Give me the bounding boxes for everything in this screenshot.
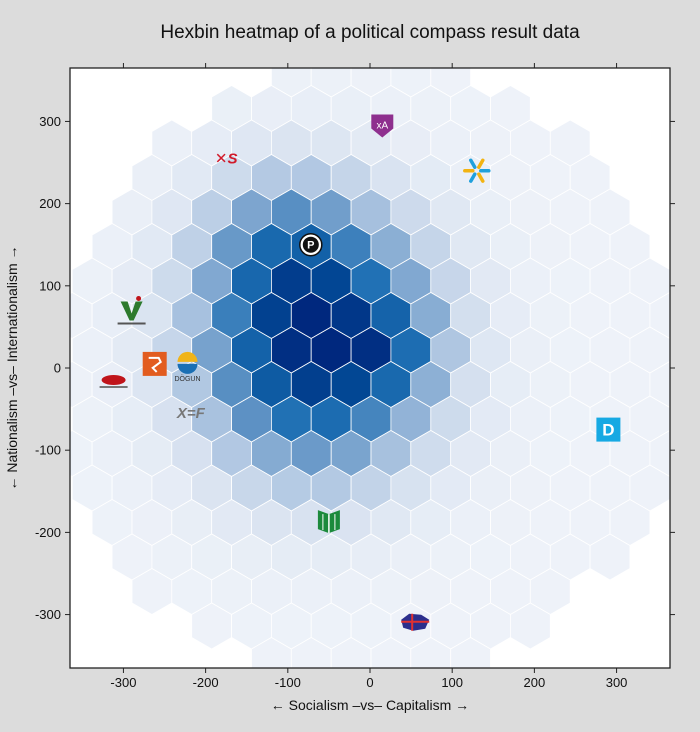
hex-cell bbox=[290, 637, 332, 668]
y-tick-label: -200 bbox=[35, 525, 61, 540]
x-tick-label: -200 bbox=[193, 675, 219, 690]
marker-label: D bbox=[602, 421, 614, 440]
y-axis-label: ← Nationalism –vs– Internationalism → bbox=[4, 245, 20, 490]
d-box-icon bbox=[596, 417, 621, 442]
y-tick-label: -100 bbox=[35, 443, 61, 458]
hex-cell bbox=[509, 602, 551, 650]
y-tick-label: 300 bbox=[39, 114, 61, 129]
party-marker-XS: ✕S bbox=[215, 150, 238, 167]
y-tick-label: 100 bbox=[39, 278, 61, 293]
underline-icon bbox=[117, 322, 146, 325]
marker-label: X=F bbox=[176, 405, 206, 422]
hex-cell bbox=[251, 637, 292, 668]
x-tick-label: 0 bbox=[366, 675, 373, 690]
red-logo-icon bbox=[101, 375, 126, 385]
y-tick-label: -300 bbox=[35, 607, 61, 622]
hex-cell bbox=[450, 637, 491, 668]
star-ray bbox=[477, 172, 485, 183]
logo-mark-icon bbox=[148, 356, 162, 373]
y-tick-label: 200 bbox=[39, 196, 61, 211]
party-marker-red bbox=[99, 375, 128, 388]
wave-icon bbox=[177, 363, 198, 374]
y-tick-label: 0 bbox=[54, 361, 61, 376]
x-tick-label: 200 bbox=[524, 675, 546, 690]
v-icon bbox=[120, 301, 143, 321]
party-marker-orange bbox=[142, 351, 167, 376]
marker-label: xA bbox=[376, 121, 388, 132]
marker-label: P bbox=[307, 240, 314, 252]
x-tick-label: -300 bbox=[110, 675, 136, 690]
hex-cell bbox=[330, 637, 372, 668]
party-marker-P: P bbox=[299, 232, 323, 257]
pirate-icon-inner bbox=[302, 236, 319, 253]
flag-cross-icon bbox=[401, 613, 430, 631]
party-marker-dogun: DÖGUN bbox=[174, 351, 201, 383]
party-marker-D: D bbox=[596, 417, 621, 442]
party-markers: xA ✕S P DÖGUN X=F D bbox=[99, 114, 621, 631]
sun-icon bbox=[177, 351, 198, 362]
party-marker-XF: X=F bbox=[176, 405, 206, 422]
x-tick-label: 100 bbox=[441, 675, 463, 690]
party-marker-V bbox=[117, 296, 146, 325]
star-ray bbox=[469, 172, 477, 183]
party-marker-xA: xA bbox=[371, 114, 394, 138]
axes: -300 -200 -100 0 100 200 300 -300 -200 -100 0 100 20… bbox=[35, 63, 675, 690]
hex-cell bbox=[410, 637, 452, 668]
marker-label: DÖGUN bbox=[174, 375, 200, 383]
hex-cell bbox=[370, 637, 412, 668]
star-ray bbox=[469, 158, 477, 169]
x-tick-label: 300 bbox=[606, 675, 628, 690]
x-axis-label: ← Socialism –vs– Capitalism → bbox=[271, 697, 469, 713]
x-tick-label: -100 bbox=[275, 675, 301, 690]
marker-label: ✕S bbox=[215, 150, 238, 167]
star-ray bbox=[477, 158, 485, 169]
chart-title: Hexbin heatmap of a political compass re… bbox=[160, 22, 580, 43]
party-marker-book bbox=[317, 510, 340, 534]
party-marker-iceland bbox=[401, 613, 430, 631]
hex-cell bbox=[589, 533, 631, 581]
shield-icon bbox=[371, 114, 394, 138]
logo-square-icon bbox=[142, 351, 167, 376]
party-marker-star bbox=[463, 158, 491, 183]
underline-icon bbox=[99, 386, 128, 388]
flower-icon bbox=[136, 296, 142, 301]
